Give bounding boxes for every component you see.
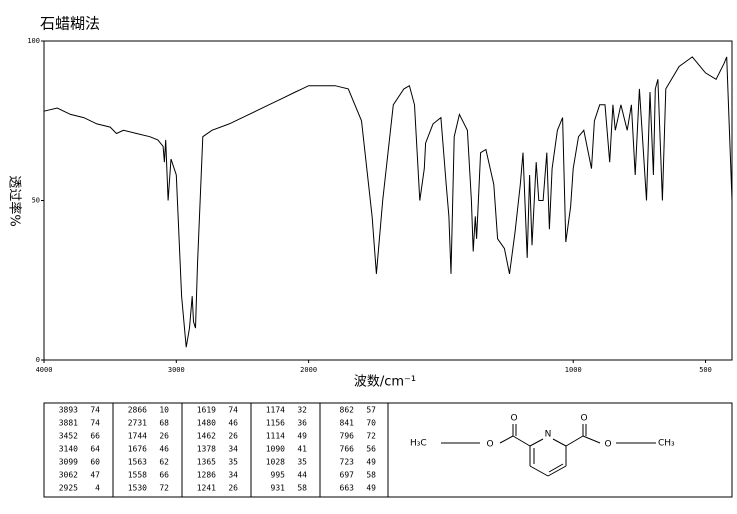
peak-transmittance: 58 <box>297 484 307 493</box>
peak-wavenumber: 3140 <box>59 445 78 454</box>
peak-wavenumber: 1462 <box>197 432 216 441</box>
peak-wavenumber: 1378 <box>197 445 216 454</box>
peak-wavenumber: 1365 <box>197 458 216 467</box>
peak-transmittance: 46 <box>228 419 238 428</box>
peak-transmittance: 34 <box>228 471 238 480</box>
peak-transmittance: 41 <box>297 445 307 454</box>
x-tick-label: 4000 <box>36 366 53 374</box>
peak-transmittance: 72 <box>159 484 169 493</box>
peak-transmittance: 49 <box>366 484 376 493</box>
peak-wavenumber: 862 <box>340 406 355 415</box>
peak-wavenumber: 1744 <box>128 432 147 441</box>
peak-transmittance: 60 <box>90 458 100 467</box>
peak-wavenumber: 1156 <box>266 419 285 428</box>
structure-label: O <box>510 414 517 424</box>
structure-label: N <box>545 430 552 440</box>
peak-wavenumber: 2866 <box>128 406 147 415</box>
peak-wavenumber: 1174 <box>266 406 285 415</box>
peak-wavenumber: 1241 <box>197 484 216 493</box>
peak-transmittance: 34 <box>228 445 238 454</box>
peak-transmittance: 62 <box>159 458 169 467</box>
peak-wavenumber: 1530 <box>128 484 147 493</box>
chart-title: 石蜡糊法 <box>40 15 100 33</box>
peak-wavenumber: 697 <box>340 471 355 480</box>
structure-label: CH₃ <box>658 439 675 449</box>
peak-wavenumber: 1090 <box>266 445 285 454</box>
peak-transmittance: 26 <box>228 484 238 493</box>
peak-transmittance: 10 <box>159 406 169 415</box>
x-tick-label: 1000 <box>565 366 582 374</box>
peak-wavenumber: 723 <box>340 458 355 467</box>
y-tick-label: 0 <box>36 356 40 364</box>
structure-label: O <box>604 440 611 450</box>
structure-label: H₃C <box>410 439 427 449</box>
peak-wavenumber: 1028 <box>266 458 285 467</box>
peak-transmittance: 64 <box>90 445 100 454</box>
peak-transmittance: 35 <box>228 458 238 467</box>
peak-wavenumber: 2925 <box>59 484 78 493</box>
peak-wavenumber: 1619 <box>197 406 216 415</box>
peak-transmittance: 26 <box>228 432 238 441</box>
structure-bonds <box>441 424 656 477</box>
peak-wavenumber: 766 <box>340 445 355 454</box>
peak-wavenumber: 841 <box>340 419 355 428</box>
peak-transmittance: 47 <box>90 471 100 480</box>
peak-wavenumber: 3893 <box>59 406 78 415</box>
plot-frame <box>43 40 733 361</box>
peak-wavenumber: 1558 <box>128 471 147 480</box>
peak-transmittance: 32 <box>297 406 307 415</box>
peak-transmittance: 49 <box>297 432 307 441</box>
peak-transmittance: 66 <box>90 432 100 441</box>
structure-label: O <box>580 414 587 424</box>
peak-transmittance: 57 <box>366 406 376 415</box>
peak-wavenumber: 3881 <box>59 419 78 428</box>
peak-transmittance: 74 <box>228 406 238 415</box>
peak-wavenumber: 1676 <box>128 445 147 454</box>
peak-wavenumber: 2731 <box>128 419 147 428</box>
peak-wavenumber: 3099 <box>59 458 78 467</box>
x-tick-label: 2000 <box>300 366 317 374</box>
peak-transmittance: 72 <box>366 432 376 441</box>
peak-wavenumber: 1114 <box>266 432 285 441</box>
peak-transmittance: 56 <box>366 445 376 454</box>
peak-transmittance: 58 <box>366 471 376 480</box>
peak-wavenumber: 3062 <box>59 471 78 480</box>
peak-transmittance: 36 <box>297 419 307 428</box>
peak-transmittance: 35 <box>297 458 307 467</box>
structure-label: O <box>486 440 493 450</box>
y-tick-label: 50 <box>32 197 40 205</box>
peak-wavenumber: 1480 <box>197 419 216 428</box>
y-tick-label: 100 <box>27 37 40 45</box>
peak-transmittance: 70 <box>366 419 376 428</box>
peak-wavenumber: 931 <box>271 484 286 493</box>
peak-transmittance: 4 <box>95 484 100 493</box>
spectrum-line <box>43 56 733 348</box>
peak-transmittance: 44 <box>297 471 307 480</box>
peak-wavenumber: 663 <box>340 484 355 493</box>
peak-wavenumber: 1563 <box>128 458 147 467</box>
peak-transmittance: 68 <box>159 419 169 428</box>
peak-wavenumber: 1286 <box>197 471 216 480</box>
x-axis-label: 波数/cm⁻¹ <box>354 375 416 390</box>
x-tick-label: 3000 <box>168 366 185 374</box>
y-axis-label: 透过率% <box>7 175 23 226</box>
peak-transmittance: 66 <box>159 471 169 480</box>
peak-transmittance: 49 <box>366 458 376 467</box>
peak-wavenumber: 3452 <box>59 432 78 441</box>
table-dividers <box>112 403 389 497</box>
peak-transmittance: 74 <box>90 419 100 428</box>
peak-transmittance: 26 <box>159 432 169 441</box>
peak-wavenumber: 796 <box>340 432 355 441</box>
peak-transmittance: 74 <box>90 406 100 415</box>
x-tick-label: 500 <box>699 366 712 374</box>
peak-wavenumber: 995 <box>271 471 286 480</box>
peak-transmittance: 46 <box>159 445 169 454</box>
